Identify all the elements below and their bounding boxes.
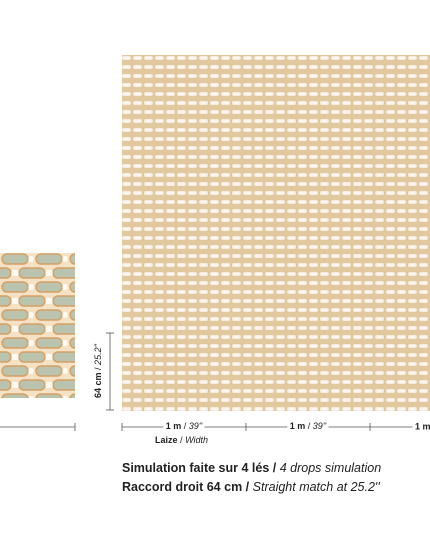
caption-fr: Simulation faite sur 4 lés bbox=[122, 461, 269, 475]
separator: / bbox=[184, 421, 187, 431]
width-en: Width bbox=[185, 435, 208, 445]
caption-line: Simulation faite sur 4 lés / 4 drops sim… bbox=[122, 461, 381, 475]
width-label: 1 m / 39'' bbox=[166, 421, 203, 431]
height-label: 64 cm / 25.2'' bbox=[93, 344, 103, 398]
caption-line: Raccord droit 64 cm / Straight match at … bbox=[122, 480, 380, 494]
width-imperial: 39'' bbox=[189, 421, 203, 431]
separator: / bbox=[308, 421, 311, 431]
width-label: 1 m / 39'' bbox=[290, 421, 327, 431]
width-fr: Laize bbox=[155, 435, 178, 445]
width-metric: 1 m bbox=[166, 421, 182, 431]
width-metric: 1 m bbox=[415, 421, 430, 431]
width-caption: Laize / Width bbox=[155, 435, 208, 445]
separator: / bbox=[246, 480, 250, 494]
width-imperial: 39'' bbox=[313, 421, 327, 431]
wallpaper-sample bbox=[0, 253, 75, 398]
separator: / bbox=[273, 461, 277, 475]
caption-fr: Raccord droit 64 cm bbox=[122, 480, 242, 494]
separator: / bbox=[180, 435, 183, 445]
caption-en: Straight match at 25.2'' bbox=[253, 480, 381, 494]
width-metric: 1 m bbox=[290, 421, 306, 431]
height-metric: 64 cm bbox=[93, 372, 103, 398]
wallpaper-simulation bbox=[122, 55, 430, 411]
height-imperial: 25.2'' bbox=[93, 344, 103, 366]
caption-en: 4 drops simulation bbox=[280, 461, 381, 475]
separator: / bbox=[93, 367, 103, 370]
